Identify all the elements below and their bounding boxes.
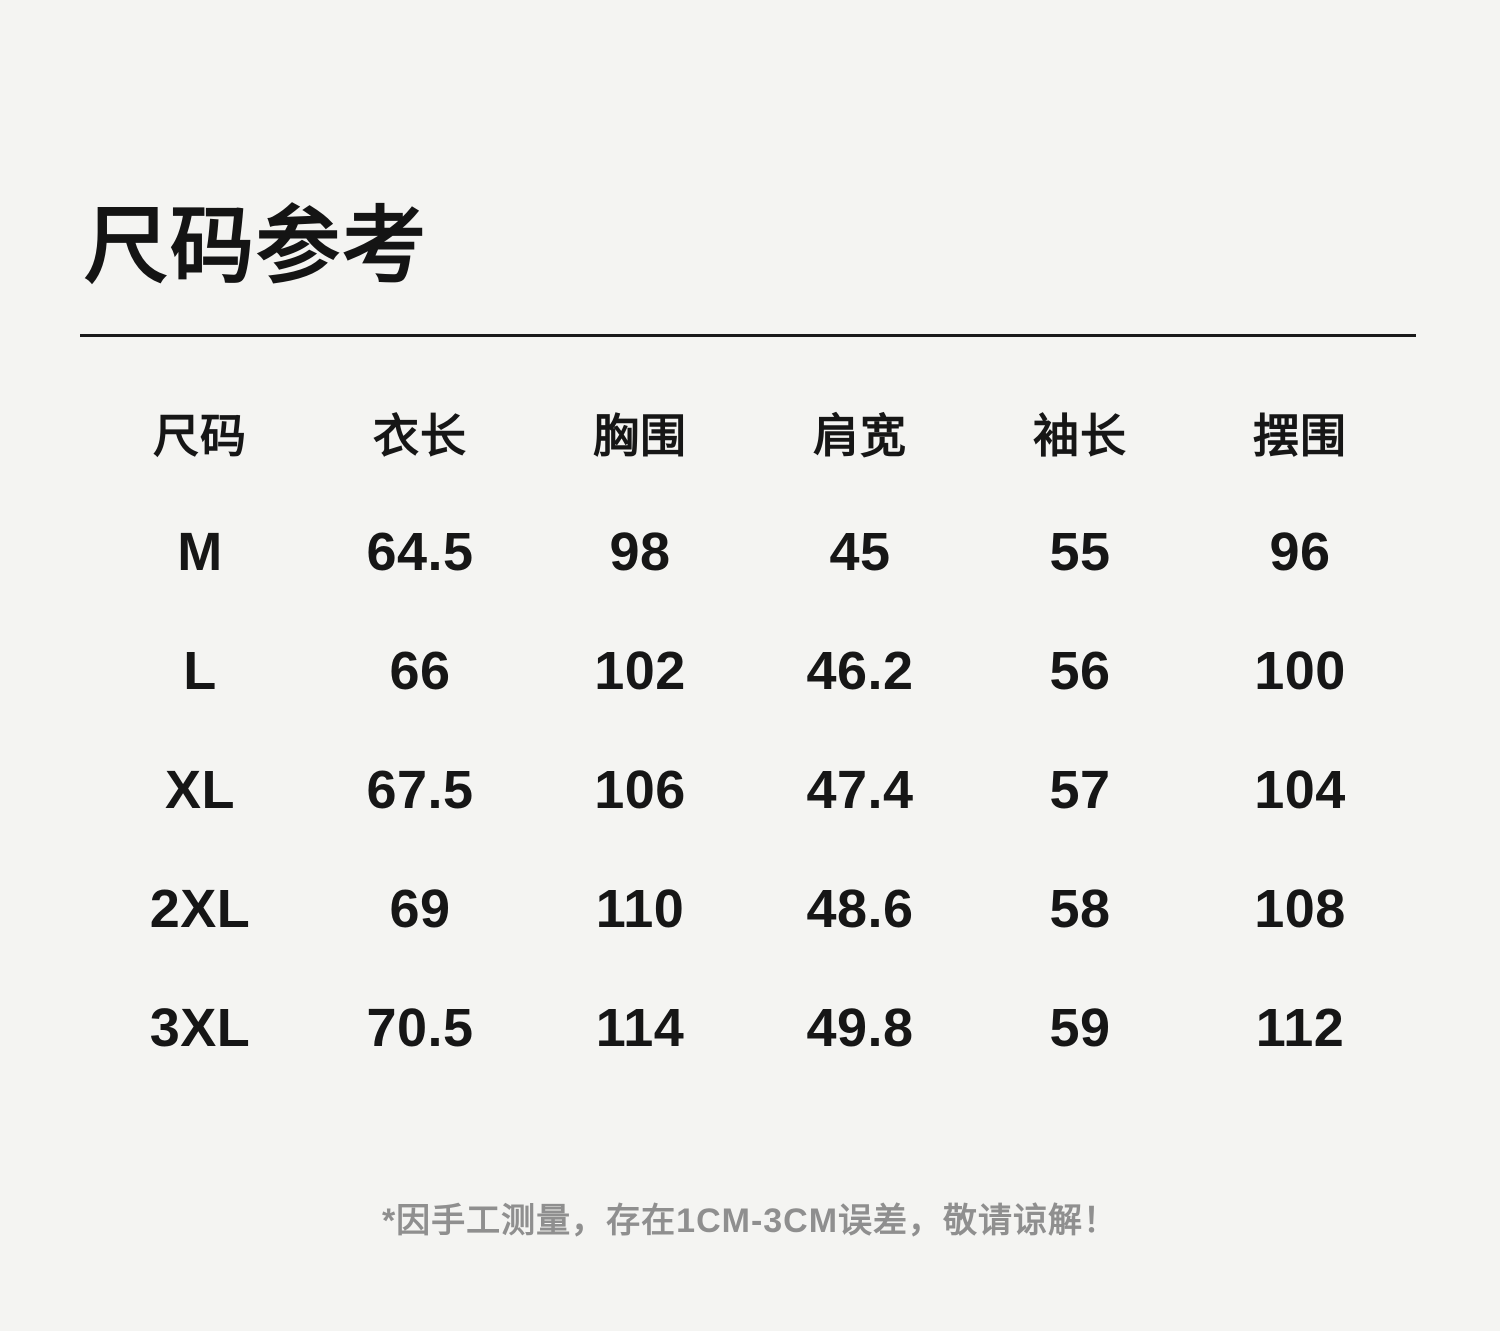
size-cell: XL: [164, 759, 235, 820]
size-cell: L: [183, 640, 217, 701]
column-header-size: 尺码: [153, 409, 247, 462]
value-cell: 106: [594, 759, 686, 820]
value-cell: 59: [1049, 997, 1111, 1058]
page-title: 尺码参考: [84, 199, 429, 293]
size-cell: 2XL: [149, 878, 251, 939]
value-cell: 56: [1049, 640, 1111, 701]
value-cell: 70.5: [366, 997, 474, 1058]
value-cell: 57: [1049, 759, 1111, 820]
value-cell: 112: [1255, 997, 1345, 1058]
column-header-chest: 胸围: [593, 409, 687, 462]
value-cell: 47.4: [806, 759, 914, 820]
value-cell: 55: [1049, 521, 1111, 582]
value-cell: 98: [609, 521, 671, 582]
value-cell: 114: [595, 997, 685, 1058]
column-header-length: 衣长: [373, 409, 467, 462]
measurement-disclaimer: *因手工测量，存在1CM-3CM误差，敬请谅解！: [381, 1202, 1119, 1240]
column-header-shoulder: 肩宽: [813, 409, 907, 462]
size-table: 尺码 衣长 胸围 肩宽 袖长 摆围 M 64.5 98 45 55 96 L 6…: [90, 373, 1410, 1087]
value-cell: 45: [829, 521, 891, 582]
value-cell: 64.5: [366, 521, 474, 582]
value-cell: 66: [389, 640, 451, 701]
size-cell: M: [177, 521, 223, 582]
value-cell: 104: [1254, 759, 1346, 820]
value-cell: 69: [389, 878, 451, 939]
size-cell: 3XL: [149, 997, 251, 1058]
value-cell: 108: [1254, 878, 1346, 939]
value-cell: 48.6: [806, 878, 914, 939]
value-cell: 49.8: [806, 997, 914, 1058]
title-underline: [80, 334, 1416, 337]
value-cell: 46.2: [806, 640, 914, 701]
value-cell: 100: [1254, 640, 1346, 701]
value-cell: 67.5: [366, 759, 474, 820]
column-header-hem: 摆围: [1253, 409, 1347, 462]
value-cell: 110: [595, 878, 685, 939]
value-cell: 96: [1269, 521, 1331, 582]
value-cell: 58: [1049, 878, 1111, 939]
column-header-sleeve: 袖长: [1033, 409, 1127, 462]
value-cell: 102: [594, 640, 686, 701]
